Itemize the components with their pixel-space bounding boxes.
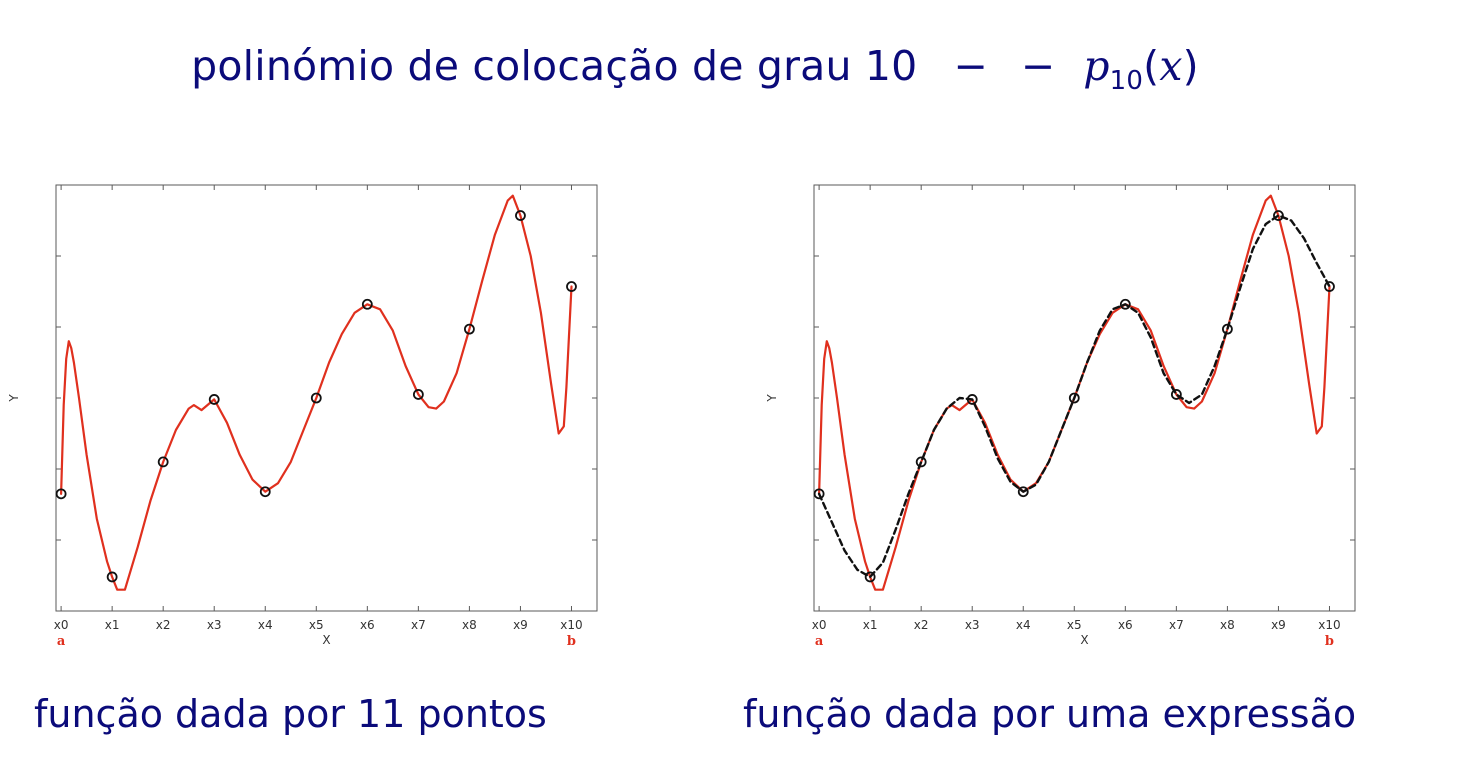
chart-left-data-point: [157, 456, 169, 468]
title-formula: p10(x): [1083, 42, 1199, 96]
chart-right-x-tick-label: x9: [1271, 618, 1286, 632]
chart-right-data-point: [1273, 210, 1284, 221]
chart-right-data-point: [1119, 298, 1131, 310]
chart-right-x-tick-label: x6: [1118, 618, 1133, 632]
caption-left: função dada por 11 pontos: [34, 692, 547, 736]
title-paren-open: (: [1143, 42, 1160, 90]
chart-left-data-point: [361, 298, 373, 310]
chart-left-data-point: [208, 394, 220, 405]
chart-right-endpoint-b-label: b: [1325, 634, 1334, 649]
chart-right-data-point: [864, 571, 876, 583]
chart-left-x-tick-label: x10: [560, 618, 582, 632]
chart-right-data-point: [915, 456, 927, 468]
chart-right-x-tick-label: x1: [863, 618, 878, 632]
chart-right-data-point: [1170, 389, 1182, 400]
chart-left-x-tick-label: x9: [513, 618, 528, 632]
chart-left-x-tick-label: x5: [309, 618, 324, 632]
chart-right-x-tick-label: x4: [1016, 618, 1031, 632]
chart-left-plot-frame: [55, 184, 598, 612]
chart-right-data-point: [966, 394, 978, 405]
title-p: p: [1083, 42, 1110, 90]
chart-left-x-tick-label: x7: [411, 618, 426, 632]
title-var: x: [1159, 42, 1183, 90]
title-dash: − −: [953, 42, 1066, 90]
chart-right-data-point: [1068, 392, 1080, 404]
chart-left-series-polynomial-red: [60, 194, 573, 591]
chart-right-data-point: [1017, 486, 1029, 498]
chart-left-data-point: [259, 486, 271, 498]
chart-left-data-point: [106, 571, 118, 583]
chart-right-x-axis-label: X: [1080, 633, 1088, 647]
chart-left-x-tick-label: x1: [105, 618, 120, 632]
chart-left-x-tick-label: x2: [156, 618, 171, 632]
title-paren-close: ): [1182, 42, 1199, 90]
chart-right-endpoint-a-label: a: [815, 634, 824, 649]
title-subscript: 10: [1109, 66, 1144, 97]
chart-right-svg: x0 x1 x2 x3 x4 x5 x6 x7 x8 x9 x10 X Ya b: [765, 184, 1356, 649]
chart-right-y-axis-label: Y: [765, 394, 779, 403]
chart-left-data-point: [412, 389, 424, 400]
chart-left-endpoint-a-label: a: [57, 634, 66, 649]
chart-right-data-point: [1324, 281, 1335, 292]
chart-left-x-axis-label: X: [322, 633, 330, 647]
caption-right: função dada por uma expressão: [743, 692, 1357, 736]
chart-right-x-tick-label: x3: [965, 618, 980, 632]
chart-left-data-point: [55, 488, 67, 500]
chart-left-data-point: [310, 392, 322, 404]
chart-right-x-tick-label: x2: [914, 618, 929, 632]
title-text: polinómio de colocação de grau 10: [191, 42, 918, 90]
page-title: polinómio de colocação de grau 10 − − p10(…: [0, 42, 1390, 96]
chart-right-x-tick-label: x0: [812, 618, 827, 632]
chart-right-series-polynomial-red: [818, 194, 1331, 591]
chart-left-x-tick-label: x0: [54, 618, 69, 632]
chart-left-x-tick-label: x4: [258, 618, 273, 632]
chart-left-x-tick-label: x8: [462, 618, 477, 632]
chart-right-x-tick-label: x7: [1169, 618, 1184, 632]
chart-left-x-tick-label: x3: [207, 618, 222, 632]
chart-right-data-point: [1222, 323, 1233, 335]
chart-left-y-axis-label: Y: [7, 394, 21, 403]
chart-right-plot-frame: [813, 184, 1356, 612]
chart-right-data-point: [813, 488, 825, 500]
chart-left-data-point: [515, 210, 526, 221]
chart-right-series-function-dashed: [817, 214, 1331, 579]
chart-right-x-tick-label: x8: [1220, 618, 1235, 632]
chart-left-x-tick-label: x6: [360, 618, 375, 632]
chart-left-endpoint-b-label: b: [567, 634, 576, 649]
chart-left-svg: x0 x1 x2 x3 x4 x5 x6 x7 x8 x9 x10 X Ya b: [7, 184, 598, 649]
chart-left-data-point: [566, 281, 577, 292]
chart-right-x-tick-label: x10: [1318, 618, 1340, 632]
chart-left-data-point: [464, 323, 475, 335]
chart-right-x-tick-label: x5: [1067, 618, 1082, 632]
